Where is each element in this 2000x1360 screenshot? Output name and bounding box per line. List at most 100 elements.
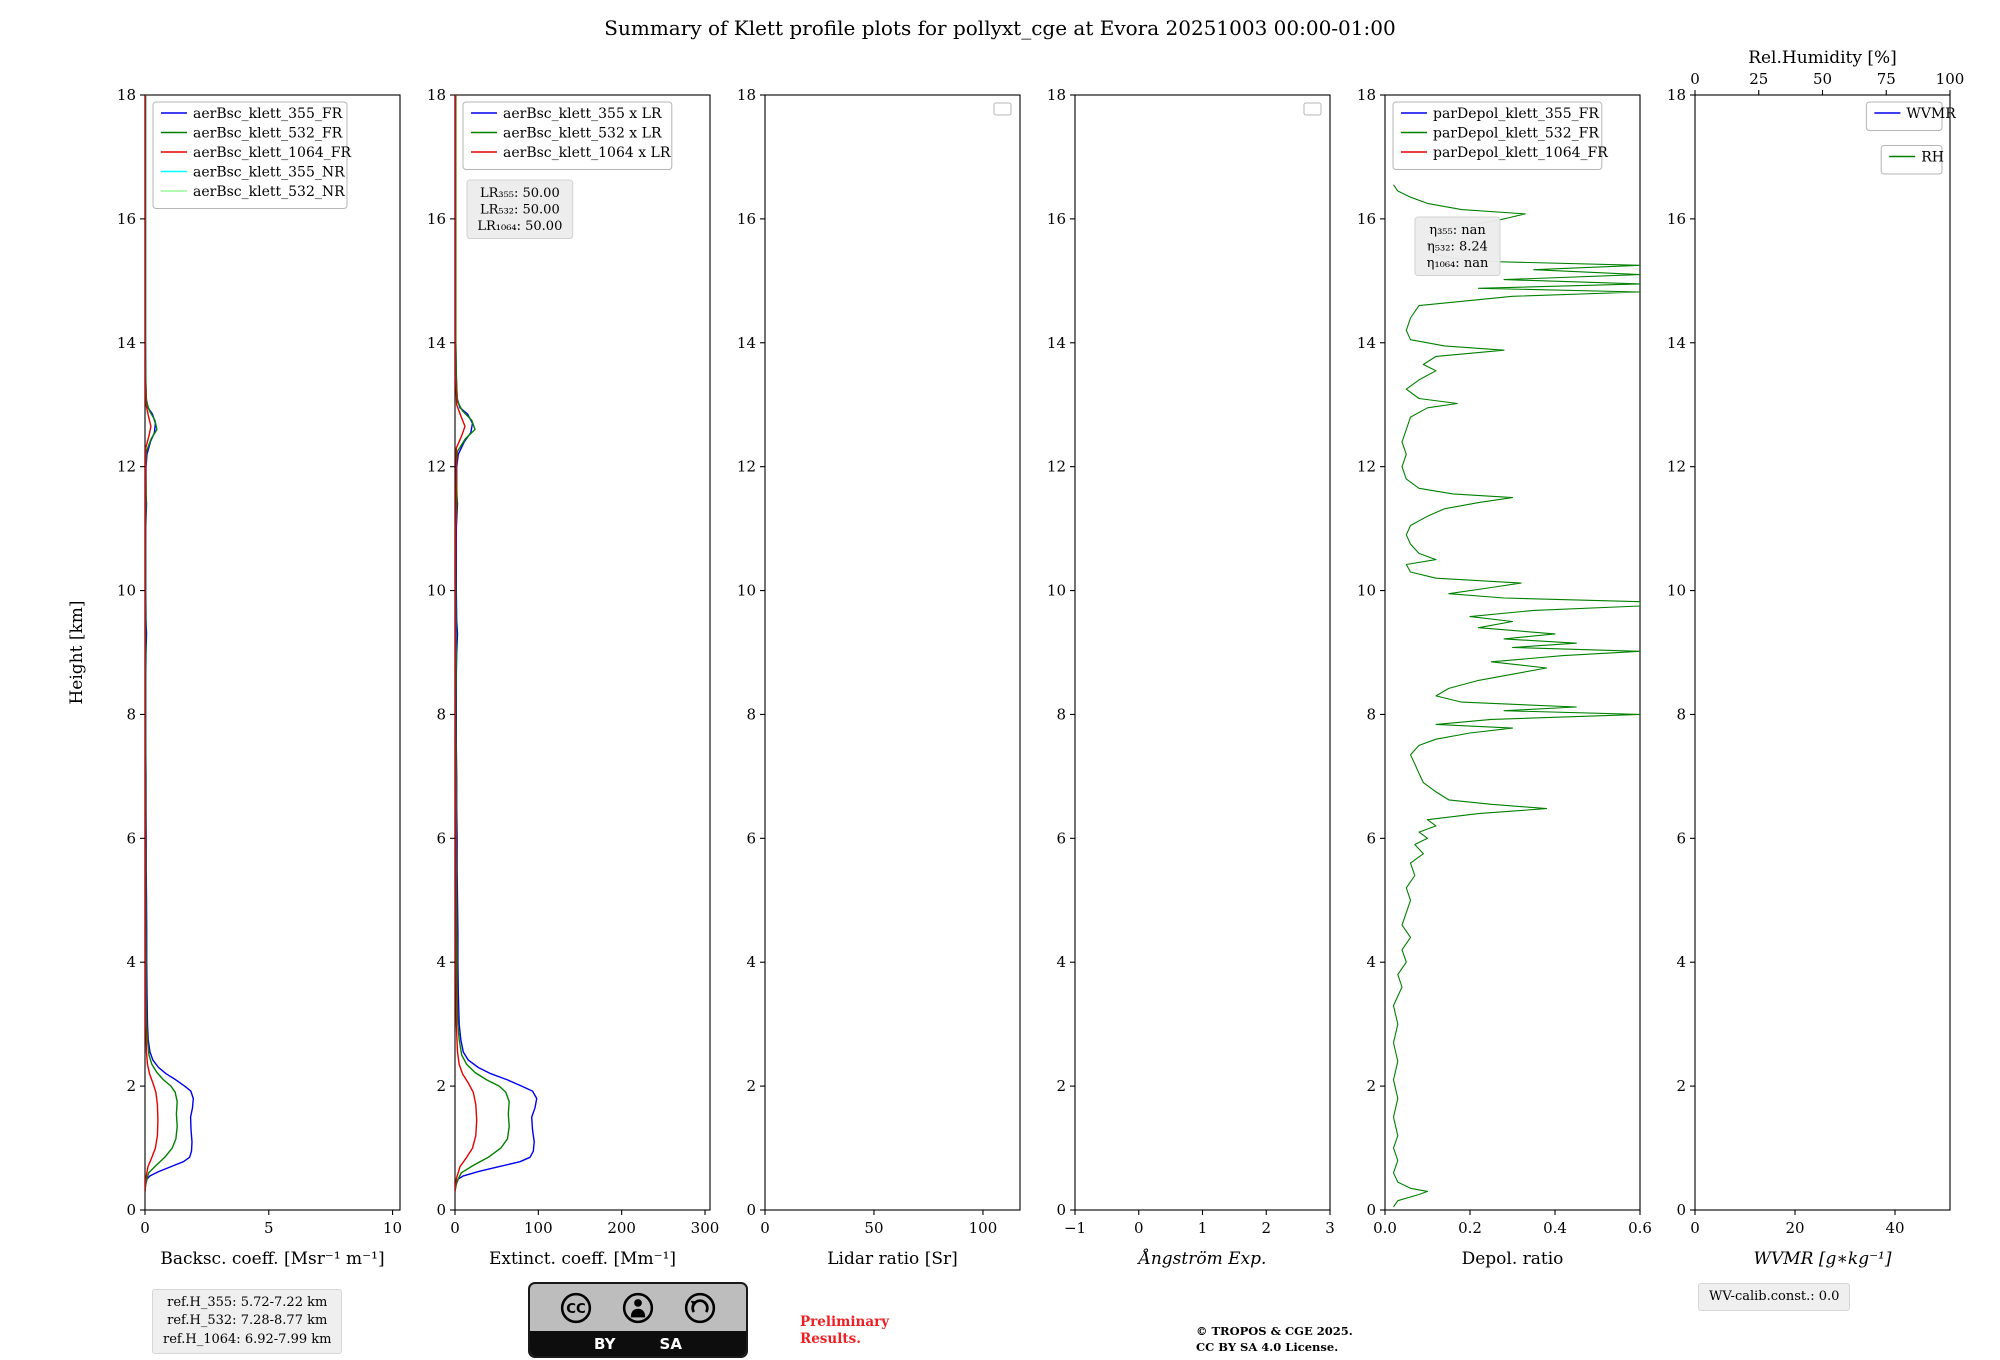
plot-frame [144, 94, 401, 1211]
legend: aerBsc_klett_355 x LR aerBsc_klett_532 x … [462, 101, 673, 170]
x-axis-label: Ångström Exp. [1137, 1248, 1267, 1269]
svg-text:12: 12 [1047, 458, 1066, 476]
svg-text:200: 200 [607, 1219, 636, 1237]
svg-text:0: 0 [746, 1201, 756, 1219]
plot-frame [1074, 94, 1331, 1211]
svg-text:parDepol_klett_1064_FR: parDepol_klett_1064_FR [1433, 145, 1608, 161]
svg-text:WVMR: WVMR [1906, 106, 1956, 122]
svg-text:4: 4 [126, 953, 136, 971]
preliminary-line-1: Preliminary [800, 1314, 890, 1330]
series-aerBsc_klett_532_FR [145, 95, 178, 1192]
svg-text:50: 50 [1813, 70, 1832, 88]
svg-text:12: 12 [117, 458, 136, 476]
svg-text:25: 25 [1749, 70, 1768, 88]
svg-text:18: 18 [117, 86, 136, 104]
ref-h-532: ref.H_532: 7.28-8.77 km [167, 1313, 328, 1329]
svg-text:6: 6 [436, 829, 446, 847]
svg-text:6: 6 [126, 829, 136, 847]
x-axis-label: Extinct. coeff. [Mm⁻¹] [489, 1249, 676, 1269]
svg-text:6: 6 [1676, 829, 1686, 847]
svg-text:aerBsc_klett_532_FR: aerBsc_klett_532_FR [193, 126, 343, 142]
svg-text:100: 100 [1936, 70, 1965, 88]
x-axis-label: Lidar ratio [Sr] [827, 1249, 957, 1269]
svg-text:0: 0 [1690, 70, 1700, 88]
svg-text:0.6: 0.6 [1628, 1219, 1652, 1237]
svg-text:2: 2 [1676, 1077, 1686, 1095]
svg-text:300: 300 [691, 1219, 720, 1237]
svg-text:5: 5 [264, 1219, 274, 1237]
x-axis: 0 100 200 300 [450, 1210, 719, 1237]
svg-text:50: 50 [864, 1219, 883, 1237]
svg-text:0: 0 [1134, 1219, 1144, 1237]
svg-text:14: 14 [427, 334, 446, 352]
plot-frame [1694, 94, 1951, 1211]
svg-text:18: 18 [737, 86, 756, 104]
series-aerBsc_klett_532_x_LR [455, 95, 510, 1192]
x-axis: −1 0 1 2 3 [1064, 1210, 1335, 1237]
legend-empty [1303, 102, 1322, 116]
panel-lidar-ratio: 0 2 4 6 8 10 12 14 16 18 0 50 100 Lidar ratio [Sr] [737, 86, 1021, 1269]
svg-text:η₅₃₂: 8.24: η₅₃₂: 8.24 [1427, 240, 1488, 255]
svg-text:14: 14 [117, 334, 136, 352]
svg-text:0: 0 [126, 1201, 136, 1219]
x-axis: 0 5 10 [140, 1210, 402, 1237]
svg-text:3: 3 [1325, 1219, 1335, 1237]
svg-text:8: 8 [1676, 705, 1686, 723]
panel-extinction: 0 2 4 6 8 10 12 14 16 18 0 100 200 300 Extinct. coeff.… [427, 86, 719, 1269]
svg-text:−1: −1 [1064, 1219, 1086, 1237]
svg-text:14: 14 [737, 334, 756, 352]
legend: parDepol_klett_355_FR parDepol_klett_532_… [1392, 101, 1608, 170]
plot-frame [454, 94, 711, 1211]
legend: WVMR [1865, 101, 1956, 131]
svg-text:LR₅₃₂: 50.00: LR₅₃₂: 50.00 [480, 203, 560, 218]
svg-text:0: 0 [1056, 1201, 1066, 1219]
panel-depol-ratio: 0 2 4 6 8 10 12 14 16 18 0.0 0.2 0.4 0.6 Depol. ratio p… [1357, 86, 1652, 1269]
copyright-line-1: © TROPOS & CGE 2025. [1196, 1324, 1353, 1338]
svg-text:aerBsc_klett_1064_FR: aerBsc_klett_1064_FR [193, 145, 351, 161]
x-axis-label: WVMR [g∗kg⁻¹] [1753, 1249, 1891, 1269]
svg-text:18: 18 [427, 86, 446, 104]
svg-text:0: 0 [760, 1219, 770, 1237]
sa-arrow-icon [684, 1292, 716, 1323]
ref-h-355: ref.H_355: 5.72-7.22 km [167, 1295, 328, 1310]
svg-text:16: 16 [1667, 210, 1686, 228]
svg-text:40: 40 [1885, 1219, 1904, 1237]
svg-text:η₃₅₅: nan: η₃₅₅: nan [1429, 223, 1486, 238]
preliminary-note: Preliminary Results. [800, 1314, 889, 1348]
svg-text:2: 2 [1366, 1077, 1376, 1095]
svg-text:6: 6 [746, 829, 756, 847]
ref-height-annotation: ref.H_355: 5.72-7.22 km ref.H_532: 7.28-… [152, 1289, 343, 1355]
svg-text:RH: RH [1921, 150, 1944, 166]
svg-text:0.4: 0.4 [1543, 1219, 1567, 1237]
svg-text:10: 10 [1357, 582, 1376, 600]
svg-text:parDepol_klett_355_FR: parDepol_klett_355_FR [1433, 106, 1599, 122]
y-axis: 0 2 4 6 8 10 12 14 16 18 [1667, 86, 1695, 1219]
svg-text:4: 4 [746, 953, 756, 971]
figure-title: Summary of Klett profile plots for polly… [604, 16, 1396, 40]
plot-frame [1384, 94, 1641, 1211]
svg-text:18: 18 [1667, 86, 1686, 104]
svg-text:10: 10 [117, 582, 136, 600]
svg-text:6: 6 [1366, 829, 1376, 847]
svg-text:75: 75 [1877, 70, 1896, 88]
x-axis: 0 50 100 [760, 1210, 997, 1237]
svg-text:14: 14 [1047, 334, 1066, 352]
cc-sa-label: SA [659, 1334, 682, 1353]
cc-by-sa-badge: CC BY SA [528, 1282, 748, 1358]
svg-text:12: 12 [1667, 458, 1686, 476]
svg-text:8: 8 [436, 705, 446, 723]
y-axis: 0 2 4 6 8 10 12 14 16 18 [117, 86, 145, 1219]
svg-text:4: 4 [1056, 953, 1066, 971]
svg-text:0: 0 [436, 1201, 446, 1219]
cc-strip: BY SA [530, 1331, 746, 1356]
svg-text:12: 12 [737, 458, 756, 476]
copyright-line-2: CC BY SA 4.0 License. [1196, 1339, 1339, 1354]
by-person-icon [622, 1292, 654, 1323]
svg-text:14: 14 [1357, 334, 1376, 352]
svg-text:aerBsc_klett_1064 x LR: aerBsc_klett_1064 x LR [503, 145, 671, 161]
svg-text:8: 8 [1366, 705, 1376, 723]
